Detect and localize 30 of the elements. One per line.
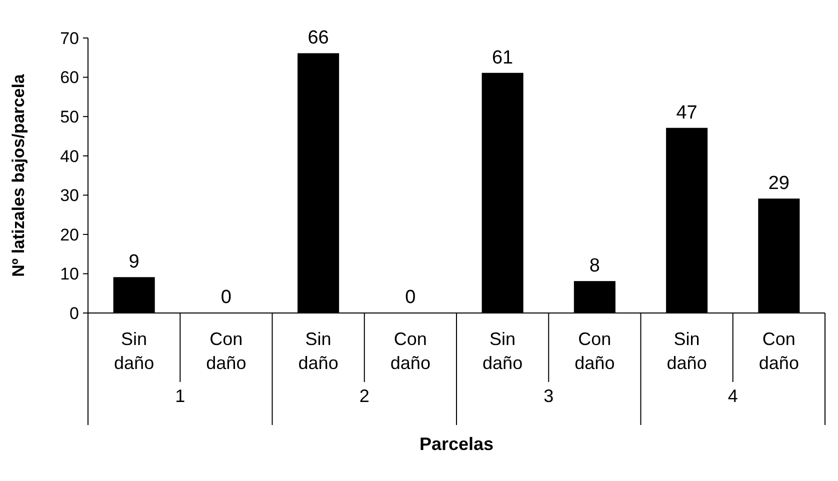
x-tick-label: Sin daño <box>298 329 338 373</box>
data-label: 8 <box>589 256 600 277</box>
x-axis-title: Parcelas <box>419 434 494 454</box>
y-tick-label: 20 <box>60 225 79 244</box>
text: 2 <box>359 386 370 406</box>
data-label: 47 <box>676 102 698 124</box>
y-tick-label: 40 <box>60 146 79 166</box>
data-label: 66 <box>308 28 329 49</box>
x-tick-label: Con daño <box>390 329 430 373</box>
x-tick-label: Con daño <box>758 329 799 373</box>
y-tick-label: 70 <box>60 28 79 48</box>
data-label: 9 <box>128 252 140 273</box>
text: 1 <box>175 386 186 406</box>
x-tick-label: Sin daño <box>666 329 707 373</box>
y-tick-label: 50 <box>60 108 79 127</box>
y-tick-label: 30 <box>60 186 79 206</box>
text: 4 <box>728 386 738 406</box>
data-label: 61 <box>492 47 514 68</box>
x-tick-label: Sin daño <box>114 329 154 373</box>
y-tick-label: 60 <box>60 68 79 88</box>
x-tick-label: Con daño <box>574 329 615 373</box>
data-label: 29 <box>768 173 790 194</box>
x-tick-label: Con daño <box>206 329 246 373</box>
text: 3 <box>544 386 554 406</box>
x-tick-label: Sin daño <box>482 329 523 373</box>
y-axis-title: Nº latizales bajos/parcela <box>9 74 28 277</box>
data-label: 0 <box>220 287 232 308</box>
y-tick-label: 10 <box>60 264 79 284</box>
data-label: 0 <box>405 287 416 308</box>
y-tick-label: 0 <box>70 304 79 323</box>
